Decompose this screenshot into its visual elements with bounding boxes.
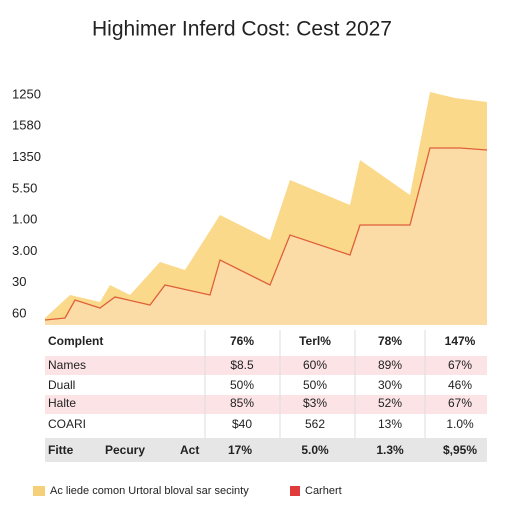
table-cell: $3%: [303, 396, 327, 410]
footer-cell: 1.3%: [376, 443, 404, 457]
footer-cell: $,95%: [443, 443, 477, 457]
y-axis-label: 5.50: [12, 180, 37, 195]
table-cell: 562: [305, 417, 325, 431]
table-cell: Duall: [48, 378, 75, 392]
table-cell: 1.0%: [446, 417, 474, 431]
y-axis-label: 60: [12, 306, 26, 321]
table-cell: 46%: [448, 378, 472, 392]
y-axis-label: 3.00: [12, 243, 37, 258]
legend-swatch: [33, 486, 45, 496]
row-band: [45, 356, 487, 375]
table-cell: 52%: [378, 396, 402, 410]
data-table: Complent 76% Terl% 78% 147% Names $8.5 60% 89% 67…: [45, 330, 487, 462]
table-cell: 13%: [378, 417, 402, 431]
chart-title: Highimer Inferd Cost: Cest 2027: [92, 18, 392, 41]
table-cell: Names: [48, 358, 86, 372]
footer-band: [45, 438, 487, 462]
red-line: [44, 147, 488, 321]
y-axis-label: 1580: [12, 118, 41, 133]
y-axis-label: 1.00: [12, 212, 37, 227]
table-cell: 78%: [378, 334, 402, 348]
table-cell: 67%: [448, 358, 472, 372]
table-cell: Halte: [48, 396, 76, 410]
y-axis-label: 30: [12, 274, 26, 289]
footer-cell: 17%: [228, 443, 252, 457]
legend-swatch: [290, 486, 300, 496]
table-cell: 50%: [303, 378, 327, 392]
table-cell: 30%: [378, 378, 402, 392]
table-cell: Terl%: [299, 334, 331, 348]
table-cell: $40: [232, 417, 252, 431]
y-axis-label: 1350: [12, 149, 41, 164]
footer-cell: Act: [180, 443, 199, 457]
table-cell: COARI: [48, 417, 86, 431]
row-band: [45, 395, 487, 414]
footer-cell: Fitte: [48, 443, 74, 457]
footer-cell: 5.0%: [301, 443, 329, 457]
y-axis-label: 1250: [12, 86, 41, 101]
footer-cell: Pecury: [105, 443, 145, 457]
lower-area: [45, 148, 487, 325]
table-cell: $8.5: [230, 358, 254, 372]
table-cell: 50%: [230, 378, 254, 392]
legend-label: Carhert: [305, 485, 342, 497]
table-cell: 85%: [230, 396, 254, 410]
table-cell: 147%: [445, 334, 476, 348]
table-cell: 60%: [303, 358, 327, 372]
table-cell: Complent: [48, 334, 103, 348]
table-cell: 76%: [230, 334, 254, 348]
table-cell: 89%: [378, 358, 402, 372]
legend-label: Ac liede comon Urtoral bloval sar secint…: [50, 485, 249, 497]
y-axis-labels: 1250 1580 1350 5.50 1.00 3.00 30 60: [12, 86, 41, 320]
table-cell: 67%: [448, 396, 472, 410]
